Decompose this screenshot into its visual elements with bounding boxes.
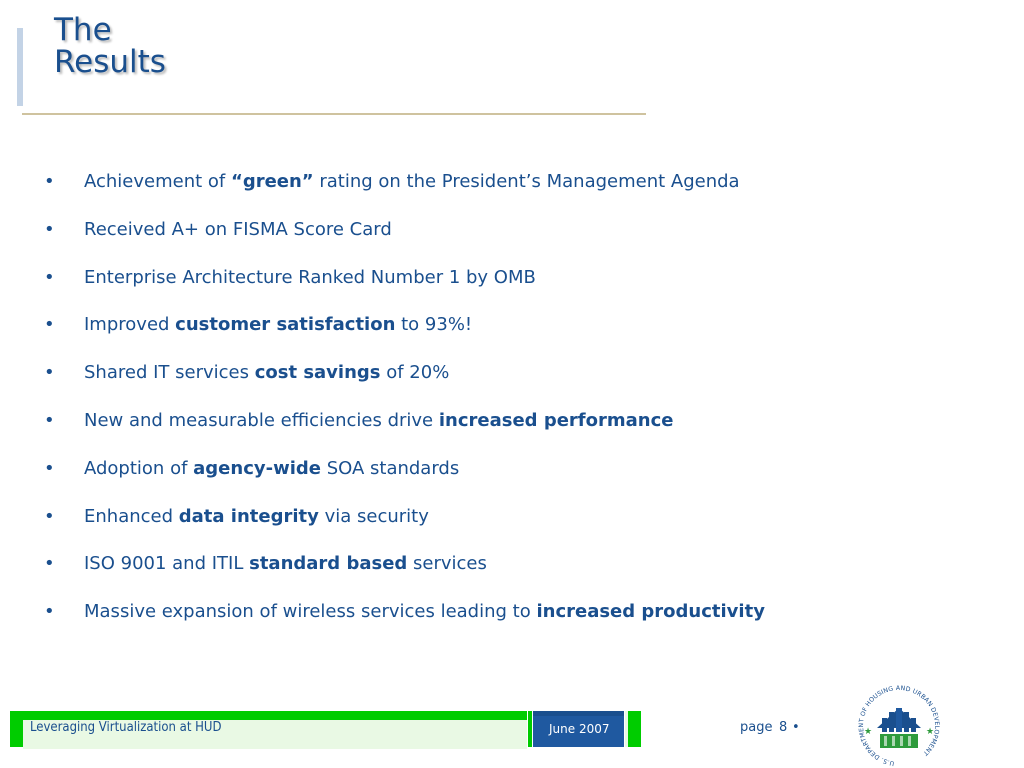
- list-item-text: Enhanced data integrity via security: [84, 503, 429, 531]
- hud-seal-icon: U.S. DEPARTMENT OF HOUSING AND URBAN DEV…: [858, 685, 940, 767]
- footer-title-panel: [10, 711, 527, 749]
- list-item-text: ISO 9001 and ITIL standard based service…: [84, 550, 487, 578]
- text-run: SOA standards: [320, 457, 460, 479]
- emphasis-text: customer satisfaction: [175, 314, 396, 336]
- slide-title-line1: The: [54, 12, 112, 48]
- emphasis-text: standard based: [249, 553, 408, 575]
- text-run: services: [407, 553, 487, 575]
- text-run: Adoption of: [84, 457, 194, 479]
- bullet-marker: •: [44, 457, 55, 479]
- footer-date-panel: [533, 711, 624, 747]
- list-item-text: Improved customer satisfaction to 93%!: [84, 311, 472, 339]
- list-item-text: Massive expansion of wireless services l…: [84, 598, 765, 626]
- emphasis-text: increased productivity: [536, 601, 765, 623]
- emphasis-text: data integrity: [178, 505, 319, 527]
- list-item-text: Received A+ on FISMA Score Card: [84, 216, 392, 244]
- emphasis-text: agency-wide: [193, 457, 321, 479]
- emphasis-text: “green”: [230, 171, 314, 192]
- footer-divider: [628, 711, 641, 747]
- title-divider: [22, 113, 646, 115]
- text-run: via security: [318, 505, 429, 527]
- bullet-marker: •: [44, 266, 55, 288]
- bullet-marker: •: [44, 553, 55, 575]
- title-accent-bar: [17, 28, 23, 106]
- bullet-marker: •: [44, 171, 55, 192]
- text-run: to 93%!: [395, 314, 473, 336]
- text-run: New and measurable efficiencies drive: [84, 409, 439, 431]
- page-dot: •: [792, 720, 800, 735]
- bullet-marker: •: [44, 601, 55, 623]
- text-run: Enhanced: [84, 505, 179, 527]
- bullet-marker: •: [44, 505, 55, 527]
- svg-text:★: ★: [926, 727, 934, 737]
- bullet-marker: •: [44, 409, 55, 431]
- list-item-text: Shared IT services cost savings of 20%: [84, 359, 449, 387]
- footer-date: June 2007: [549, 722, 610, 736]
- text-run: Shared IT services: [84, 362, 255, 384]
- footer-divider: [528, 711, 532, 747]
- emphasis-text: cost savings: [254, 362, 381, 384]
- text-run: Massive expansion of wireless services l…: [84, 601, 537, 623]
- text-run: Improved: [84, 314, 176, 336]
- footer-divider: [625, 711, 628, 747]
- emphasis-text: increased performance: [438, 409, 674, 431]
- bullet-marker: •: [44, 218, 55, 240]
- list-item-text: Adoption of agency-wide SOA standards: [84, 455, 459, 483]
- page-number: 8: [779, 720, 788, 735]
- text-run: Achievement of: [84, 171, 231, 192]
- text-run: Received A+ on FISMA Score Card: [84, 218, 392, 240]
- text-run: of 20%: [380, 362, 450, 384]
- svg-text:★: ★: [864, 727, 872, 737]
- page-label: page: [740, 720, 773, 735]
- bullet-marker: •: [44, 362, 55, 384]
- slide-title-line2: Results: [54, 44, 166, 80]
- footer-title: Leveraging Virtualization at HUD: [30, 720, 222, 735]
- list-item-text: Enterprise Architecture Ranked Number 1 …: [84, 264, 536, 292]
- bullet-marker: •: [44, 314, 55, 336]
- list-item-text: New and measurable efficiencies drive in…: [84, 407, 673, 435]
- text-run: rating on the President’s Management Age…: [313, 171, 740, 192]
- list-item-text: Achievement of “green” rating on the Pre…: [84, 168, 740, 196]
- text-run: ISO 9001 and ITIL: [84, 553, 250, 575]
- text-run: Enterprise Architecture Ranked Number 1 …: [84, 266, 536, 288]
- slide-title: The Results: [54, 14, 166, 78]
